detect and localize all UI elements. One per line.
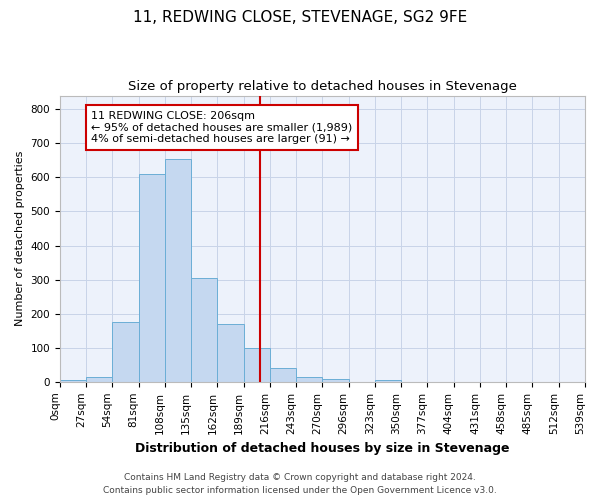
Bar <box>86 378 112 382</box>
Bar <box>139 174 165 382</box>
Bar <box>270 368 296 382</box>
Bar <box>165 158 191 382</box>
Text: 11 REDWING CLOSE: 206sqm
← 95% of detached houses are smaller (1,989)
4% of semi: 11 REDWING CLOSE: 206sqm ← 95% of detach… <box>91 111 353 144</box>
Bar <box>322 380 349 382</box>
Text: Contains HM Land Registry data © Crown copyright and database right 2024.
Contai: Contains HM Land Registry data © Crown c… <box>103 474 497 495</box>
Bar <box>296 376 322 382</box>
Bar <box>244 348 270 382</box>
X-axis label: Distribution of detached houses by size in Stevenage: Distribution of detached houses by size … <box>135 442 510 455</box>
Bar <box>375 380 401 382</box>
Bar <box>217 324 244 382</box>
Text: 11, REDWING CLOSE, STEVENAGE, SG2 9FE: 11, REDWING CLOSE, STEVENAGE, SG2 9FE <box>133 10 467 25</box>
Bar <box>60 380 86 382</box>
Bar <box>112 322 139 382</box>
Bar <box>191 278 217 382</box>
Y-axis label: Number of detached properties: Number of detached properties <box>15 151 25 326</box>
Title: Size of property relative to detached houses in Stevenage: Size of property relative to detached ho… <box>128 80 517 93</box>
